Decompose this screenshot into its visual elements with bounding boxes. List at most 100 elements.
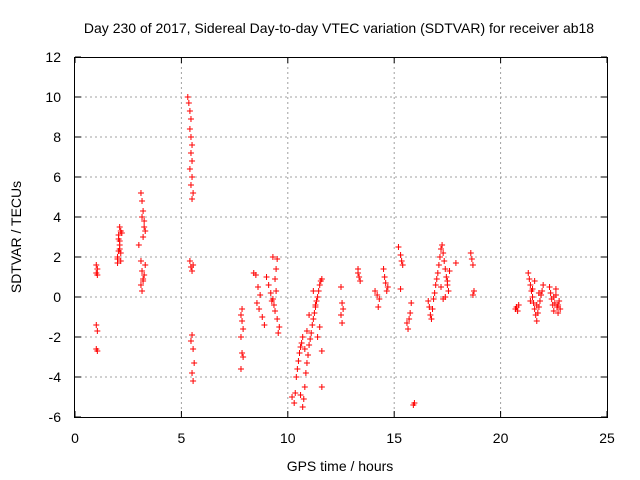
data-point bbox=[527, 298, 534, 304]
data-point bbox=[302, 370, 309, 376]
data-point bbox=[540, 282, 547, 288]
plot-frame bbox=[74, 57, 608, 418]
data-point bbox=[259, 314, 266, 320]
data-point bbox=[339, 300, 346, 306]
data-point bbox=[398, 258, 405, 264]
data-point bbox=[525, 270, 532, 276]
data-point bbox=[403, 320, 410, 326]
data-point bbox=[411, 400, 418, 406]
y-tick-label: -6 bbox=[49, 409, 62, 425]
data-point bbox=[440, 250, 447, 256]
data-point bbox=[117, 250, 124, 256]
data-point bbox=[289, 394, 296, 400]
data-point bbox=[190, 346, 197, 352]
data-point bbox=[438, 246, 445, 252]
data-point bbox=[252, 272, 259, 278]
data-point bbox=[139, 268, 146, 274]
data-point bbox=[187, 134, 194, 140]
data-point bbox=[555, 310, 562, 316]
data-point bbox=[142, 262, 149, 268]
data-point bbox=[239, 318, 246, 324]
data-point bbox=[237, 312, 244, 318]
data-point bbox=[93, 262, 100, 268]
data-point bbox=[534, 310, 541, 316]
data-point bbox=[432, 282, 439, 288]
y-axis-label: SDTVAR / TECUs bbox=[8, 181, 24, 293]
data-point bbox=[316, 324, 323, 330]
data-point bbox=[93, 322, 100, 328]
data-point bbox=[556, 298, 563, 304]
data-point bbox=[253, 300, 260, 306]
data-point bbox=[274, 256, 281, 262]
data-points bbox=[93, 94, 564, 410]
data-point bbox=[140, 278, 147, 284]
data-point bbox=[526, 276, 533, 282]
data-point bbox=[303, 360, 310, 366]
data-point bbox=[239, 306, 246, 312]
data-point bbox=[94, 328, 101, 334]
data-point bbox=[300, 396, 307, 402]
data-point bbox=[315, 288, 322, 294]
data-point bbox=[426, 304, 433, 310]
data-point bbox=[270, 302, 277, 308]
data-point bbox=[399, 262, 406, 268]
data-point bbox=[535, 290, 542, 296]
data-point bbox=[293, 374, 300, 380]
data-point bbox=[338, 312, 344, 318]
y-tick-label: 2 bbox=[53, 249, 61, 265]
data-point bbox=[268, 298, 275, 304]
data-point bbox=[139, 214, 146, 220]
data-point bbox=[265, 282, 272, 288]
data-point bbox=[292, 390, 299, 396]
data-point bbox=[469, 292, 476, 298]
data-point bbox=[552, 286, 559, 292]
data-point bbox=[430, 296, 437, 302]
data-point bbox=[189, 158, 196, 164]
data-point bbox=[273, 288, 280, 294]
data-point bbox=[376, 296, 383, 302]
data-point bbox=[406, 316, 413, 322]
data-point bbox=[297, 392, 304, 398]
y-tick-label: -2 bbox=[49, 329, 62, 345]
data-point bbox=[186, 126, 193, 132]
data-point bbox=[405, 326, 412, 332]
data-point bbox=[433, 276, 440, 282]
data-point bbox=[529, 294, 536, 300]
data-point bbox=[316, 282, 323, 288]
data-point bbox=[239, 350, 246, 356]
data-point bbox=[297, 344, 304, 350]
data-point bbox=[539, 288, 546, 294]
data-point bbox=[547, 290, 554, 296]
data-point bbox=[94, 266, 101, 272]
data-point bbox=[555, 302, 562, 308]
data-point bbox=[340, 306, 347, 312]
data-point bbox=[469, 262, 476, 268]
data-point bbox=[384, 284, 391, 290]
chart-title: Day 230 of 2017, Sidereal Day-to-day VTE… bbox=[84, 20, 594, 36]
data-point bbox=[310, 316, 317, 322]
grid bbox=[75, 57, 607, 417]
data-point bbox=[115, 236, 122, 242]
data-point bbox=[190, 262, 197, 268]
data-point bbox=[303, 328, 310, 334]
data-point bbox=[314, 334, 321, 340]
data-point bbox=[307, 336, 314, 342]
data-point bbox=[425, 298, 432, 304]
data-point bbox=[531, 278, 538, 284]
data-point bbox=[276, 324, 283, 330]
data-point bbox=[189, 174, 196, 180]
data-point bbox=[140, 234, 147, 240]
data-point bbox=[441, 258, 448, 264]
data-point bbox=[550, 308, 557, 314]
y-tick-label: -4 bbox=[49, 369, 62, 385]
x-tick-label: 10 bbox=[280, 430, 296, 446]
data-point bbox=[257, 292, 264, 298]
data-point bbox=[187, 182, 194, 188]
data-point bbox=[272, 276, 279, 282]
x-tick-label: 15 bbox=[386, 430, 402, 446]
data-point bbox=[313, 298, 320, 304]
data-point bbox=[533, 318, 540, 324]
data-point bbox=[309, 322, 316, 328]
data-point bbox=[190, 190, 197, 196]
data-point bbox=[301, 346, 308, 352]
